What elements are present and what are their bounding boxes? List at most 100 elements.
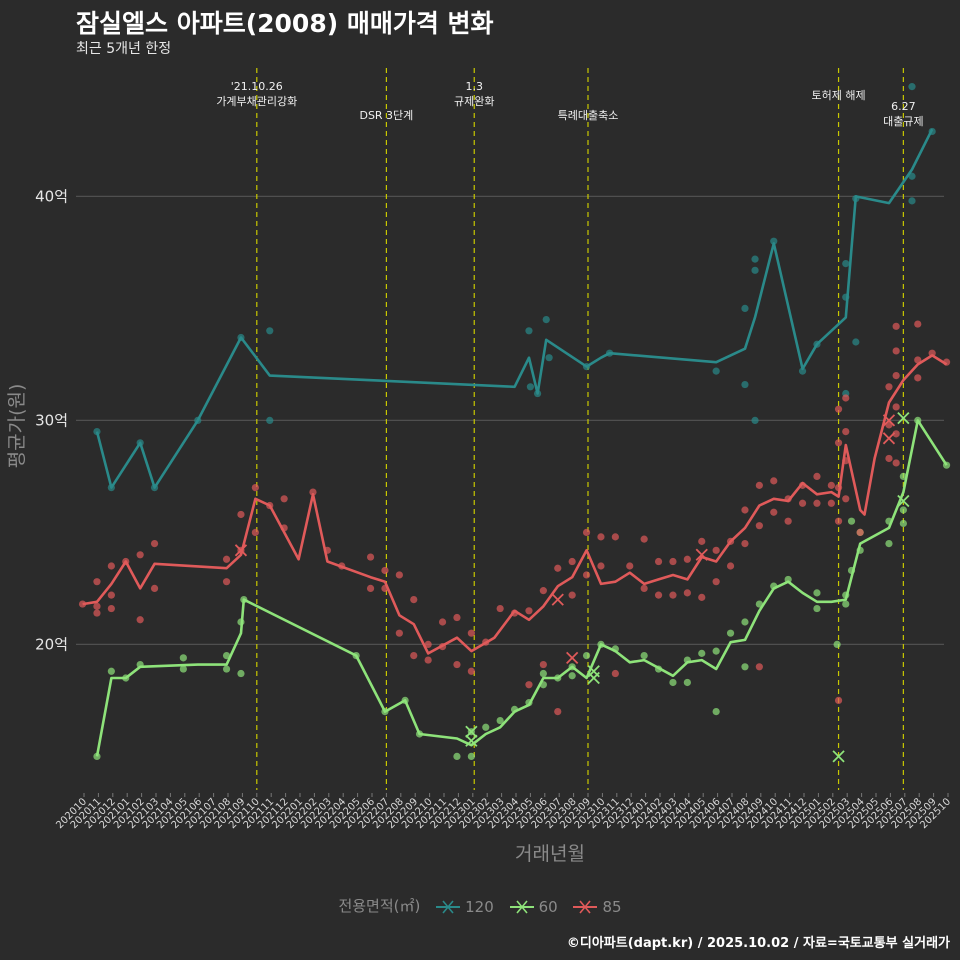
data-point-60	[539, 669, 547, 678]
data-point-120	[908, 83, 916, 91]
data-point-85	[669, 591, 677, 599]
data-point-85	[525, 681, 533, 689]
data-point-60	[640, 652, 648, 660]
data-point-85	[892, 403, 900, 411]
data-point-85	[150, 540, 159, 548]
data-point-120	[852, 338, 860, 346]
chart-title: 잠실엘스 아파트(2008) 매매가격 변화	[76, 9, 494, 38]
y-tick-label: 30억	[35, 411, 68, 429]
data-point-85	[366, 553, 375, 561]
cross-stroke	[882, 414, 896, 427]
legend-swatch-85	[573, 900, 598, 914]
data-point-85	[885, 454, 893, 463]
data-point-60	[222, 665, 231, 673]
data-point-85	[410, 652, 418, 660]
data-point-85	[712, 578, 720, 586]
data-point-85	[813, 499, 821, 507]
data-point-120	[741, 380, 749, 389]
data-point-85	[366, 584, 375, 593]
data-point-60	[726, 629, 735, 637]
data-point-85	[741, 506, 749, 514]
data-point-85	[597, 533, 605, 541]
data-point-85	[669, 557, 677, 566]
data-point-60	[813, 589, 821, 597]
data-point-85	[770, 477, 778, 485]
data-point-60	[453, 752, 461, 761]
legend-swatch-60	[509, 900, 534, 914]
data-point-85	[582, 528, 591, 537]
cross-stroke	[695, 548, 708, 561]
cross-marker-85	[234, 544, 248, 557]
cross-marker-85	[551, 593, 564, 606]
data-point-85	[892, 322, 900, 330]
data-point-60	[568, 672, 576, 680]
event-label: '21.10.26 가계부채관리강화	[216, 80, 297, 108]
legend: 전용면적(㎡) 120 60 85	[0, 895, 960, 916]
data-point-85	[410, 596, 418, 604]
data-point-60	[467, 752, 475, 761]
data-point-120	[770, 237, 778, 245]
data-point-85	[611, 533, 619, 541]
data-point-60	[93, 752, 101, 761]
data-point-60	[496, 716, 504, 725]
cross-marker-85	[882, 414, 896, 427]
data-point-85	[755, 663, 763, 671]
data-point-85	[222, 555, 231, 563]
data-point-85	[597, 562, 605, 570]
data-point-85	[827, 481, 835, 489]
data-point-85	[683, 555, 691, 563]
data-point-60	[179, 665, 187, 673]
data-point-85	[568, 591, 576, 599]
data-point-85	[770, 508, 778, 516]
data-point-60	[698, 649, 706, 657]
data-point-60	[741, 618, 749, 626]
data-point-85	[539, 660, 547, 669]
cross-marker-85	[695, 548, 708, 561]
credit-text: ©디아파트(dapt.kr) / 2025.10.02 / 자료=국토교통부 실…	[566, 936, 950, 951]
data-point-120	[751, 416, 759, 424]
data-point-85	[640, 584, 648, 593]
data-point-85	[813, 472, 821, 480]
data-point-85	[611, 669, 619, 678]
data-point-85	[136, 551, 144, 559]
data-point-85	[784, 517, 792, 525]
data-point-60	[899, 506, 907, 514]
data-point-60	[222, 652, 231, 660]
data-point-85	[654, 591, 663, 599]
data-point-85	[827, 499, 835, 507]
data-point-85	[842, 428, 850, 436]
data-point-85	[93, 602, 101, 610]
data-point-60	[683, 678, 691, 687]
data-point-85	[626, 562, 634, 570]
chart-subtitle: 최근 5개년 한정	[76, 41, 172, 57]
data-point-85	[395, 571, 403, 579]
data-point-85	[554, 564, 562, 572]
data-point-85	[834, 439, 843, 447]
data-point-60	[482, 723, 490, 731]
data-point-60	[669, 678, 677, 687]
cross-stroke	[566, 651, 579, 664]
data-point-85	[834, 405, 843, 413]
data-point-120	[525, 327, 533, 335]
data-point-85	[892, 347, 900, 355]
cross-marker-60	[897, 412, 910, 425]
data-point-85	[582, 571, 591, 579]
data-point-85	[856, 528, 864, 537]
data-point-85	[834, 696, 843, 705]
data-point-85	[93, 609, 101, 617]
data-point-85	[107, 562, 115, 570]
data-point-60	[847, 517, 856, 525]
y-axis-title: 평균가(원)	[6, 384, 28, 469]
data-point-60	[833, 640, 841, 649]
series-line-85	[82, 354, 948, 655]
cross-marker-85	[566, 651, 579, 664]
data-point-120	[751, 266, 759, 274]
data-point-120	[545, 354, 553, 362]
data-point-120	[842, 260, 850, 268]
cross-stroke	[465, 725, 478, 738]
data-point-120	[266, 416, 274, 424]
data-point-85	[741, 540, 749, 548]
cross-stroke	[897, 494, 910, 508]
data-point-60	[741, 663, 749, 671]
data-point-60	[885, 540, 893, 548]
